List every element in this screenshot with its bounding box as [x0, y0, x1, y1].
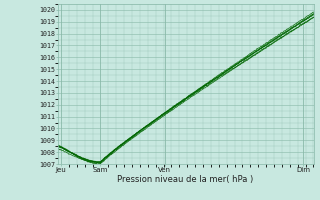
- X-axis label: Pression niveau de la mer( hPa ): Pression niveau de la mer( hPa ): [117, 175, 254, 184]
